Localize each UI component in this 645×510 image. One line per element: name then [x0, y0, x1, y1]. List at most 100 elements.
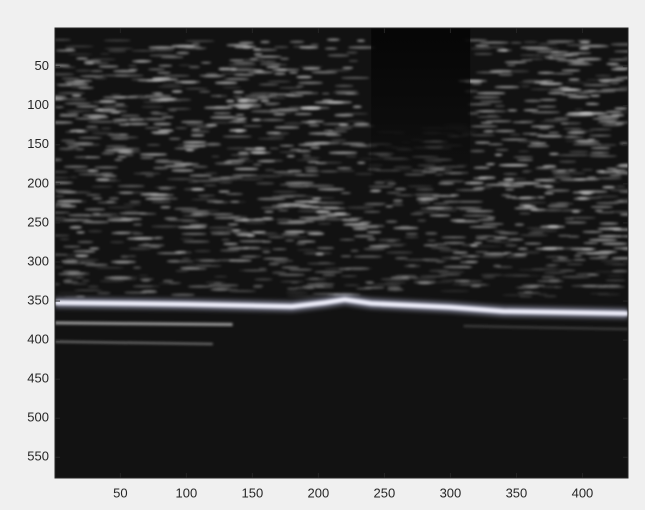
- speckle: [214, 216, 241, 219]
- speckle: [114, 231, 140, 234]
- speckle: [218, 190, 230, 193]
- speckle: [264, 211, 274, 213]
- speckle: [597, 78, 625, 82]
- speckle: [568, 52, 592, 55]
- speckle: [592, 117, 620, 120]
- y-tick-label: 50: [35, 58, 49, 73]
- speckle: [567, 172, 586, 175]
- speckle: [544, 264, 557, 267]
- speckle: [65, 257, 76, 260]
- speckle: [221, 72, 244, 75]
- speckle: [150, 131, 170, 134]
- speckle: [111, 138, 129, 140]
- speckle: [296, 149, 312, 153]
- speckle: [589, 152, 605, 154]
- speckle: [166, 108, 192, 110]
- speckle: [55, 266, 64, 268]
- speckle: [100, 172, 114, 175]
- speckle: [608, 201, 628, 203]
- speckle: [139, 153, 168, 156]
- speckle: [279, 87, 302, 89]
- speckle: [164, 217, 178, 220]
- speckle: [590, 147, 611, 150]
- x-tick-label: 250: [374, 485, 396, 500]
- speckle: [538, 293, 548, 296]
- speckle: [526, 227, 549, 230]
- speckle: [260, 119, 285, 121]
- speckle: [57, 272, 84, 276]
- speckle: [278, 194, 307, 197]
- speckle: [103, 47, 134, 50]
- speckle: [498, 73, 514, 76]
- speckle: [392, 226, 419, 230]
- speckle: [174, 147, 199, 150]
- speckle: [306, 283, 335, 286]
- speckle: [92, 197, 103, 200]
- speckle: [108, 197, 120, 200]
- speckle: [594, 74, 612, 77]
- speckle: [474, 44, 490, 48]
- speckle: [605, 111, 628, 113]
- speckle: [167, 259, 180, 263]
- speckle: [318, 201, 345, 205]
- y-tick-label: 250: [27, 214, 49, 229]
- speckle: [83, 59, 102, 63]
- speckle: [503, 178, 515, 181]
- speckle: [198, 260, 221, 262]
- x-tick-label: 400: [572, 485, 594, 500]
- speckle: [547, 177, 577, 179]
- speckle: [197, 194, 216, 197]
- speckle: [576, 44, 607, 47]
- speckle: [364, 281, 374, 284]
- speckle: [536, 196, 546, 199]
- speckle: [62, 191, 92, 194]
- speckle: [132, 285, 161, 288]
- speckle: [66, 112, 79, 116]
- speckle: [295, 242, 307, 246]
- speckle: [470, 125, 499, 128]
- speckle: [273, 72, 286, 76]
- speckle: [96, 291, 111, 295]
- speckle: [266, 131, 281, 135]
- speckle: [566, 113, 597, 115]
- speckle: [129, 200, 142, 203]
- speckle: [261, 233, 281, 236]
- speckle: [269, 93, 296, 96]
- speckle: [205, 72, 218, 76]
- speckle: [294, 112, 313, 116]
- speckle: [597, 177, 622, 180]
- speckle: [437, 271, 465, 274]
- speckle: [214, 162, 244, 165]
- speckle: [373, 283, 402, 286]
- speckle: [79, 75, 104, 78]
- speckle: [81, 279, 90, 282]
- speckle: [582, 230, 603, 233]
- speckle: [60, 139, 76, 142]
- speckle: [72, 111, 84, 113]
- speckle: [317, 222, 331, 225]
- speckle: [209, 178, 238, 181]
- speckle: [82, 128, 101, 131]
- speckle: [180, 164, 192, 167]
- speckle: [287, 220, 315, 223]
- speckle: [525, 48, 553, 51]
- speckle: [79, 261, 96, 264]
- speckle: [288, 268, 313, 271]
- speckle: [213, 112, 232, 114]
- speckle: [618, 86, 628, 89]
- speckle: [519, 212, 531, 215]
- speckle: [547, 91, 566, 95]
- speckle: [560, 178, 586, 181]
- speckle: [84, 208, 106, 211]
- speckle: [539, 121, 565, 123]
- speckle: [151, 201, 172, 203]
- speckle: [260, 99, 270, 103]
- speckle: [418, 202, 431, 204]
- speckle: [55, 176, 70, 179]
- speckle: [296, 75, 313, 79]
- speckle: [55, 253, 68, 256]
- speckle: [157, 186, 177, 189]
- speckle: [476, 116, 502, 118]
- speckle: [536, 280, 564, 283]
- speckle: [344, 267, 374, 270]
